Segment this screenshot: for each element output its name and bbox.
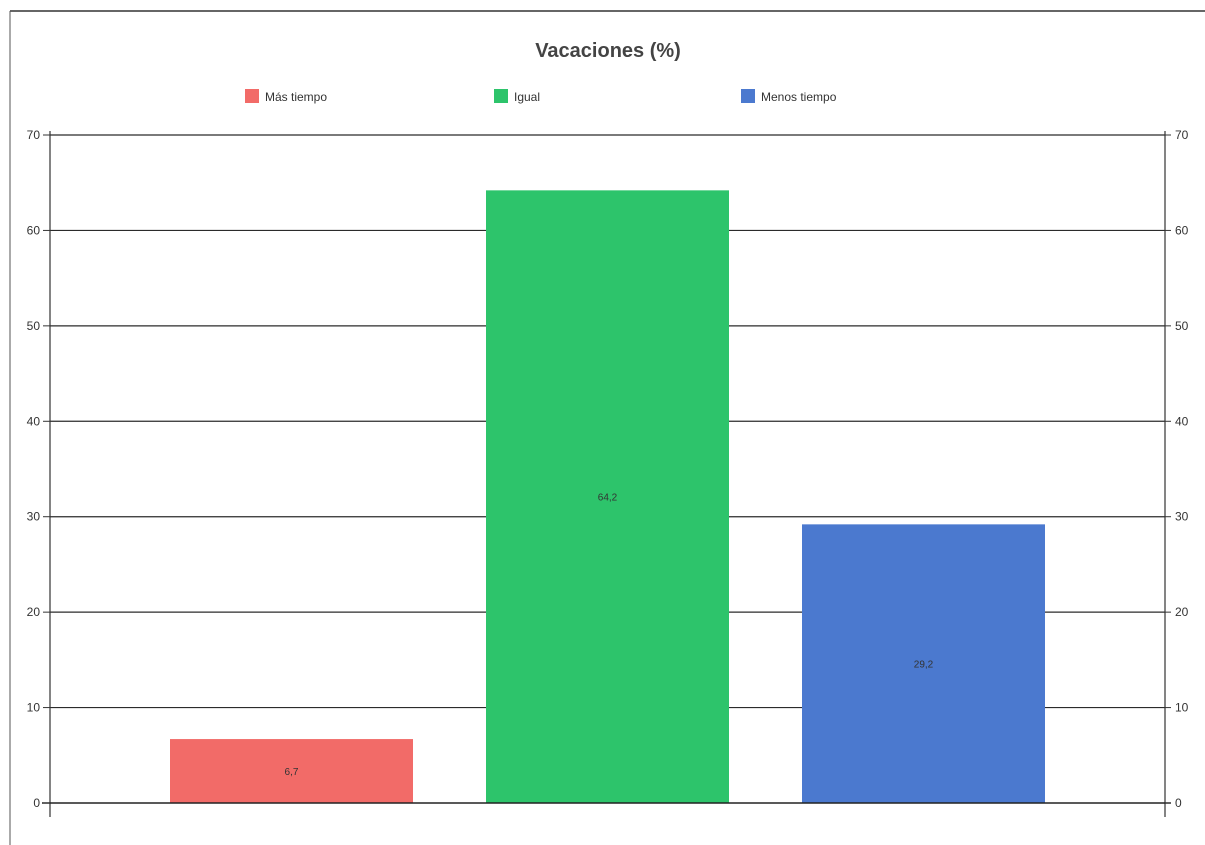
legend-swatch [494, 89, 508, 103]
y-tick-label-right: 30 [1175, 510, 1189, 524]
y-tick-label-left: 30 [27, 510, 41, 524]
y-tick-label-right: 40 [1175, 414, 1189, 428]
y-tick-label-right: 70 [1175, 128, 1189, 142]
y-tick-label-left: 50 [27, 319, 41, 333]
bars [170, 190, 1045, 803]
legend-swatch [245, 89, 259, 103]
bar-value-label: 6,7 [285, 767, 299, 778]
legend-label: Igual [514, 90, 540, 104]
y-tick-label-left: 0 [33, 796, 40, 810]
legend-label: Menos tiempo [761, 90, 837, 104]
bar [802, 524, 1045, 803]
y-tick-label-left: 70 [27, 128, 41, 142]
bar-value-label: 64,2 [598, 493, 618, 504]
y-tick-label-left: 20 [27, 605, 41, 619]
legend-swatch [741, 89, 755, 103]
y-axis-left: 0 10 20 30 40 50 60 70 [27, 128, 50, 810]
y-tick-label-right: 10 [1175, 701, 1189, 715]
bar [170, 739, 413, 803]
y-tick-label-right: 20 [1175, 605, 1189, 619]
y-tick-label-right: 0 [1175, 796, 1182, 810]
y-tick-label-left: 40 [27, 414, 41, 428]
bar [486, 190, 729, 803]
legend-label: Más tiempo [265, 90, 327, 104]
y-axis-right: 0 10 20 30 40 50 60 70 [1165, 128, 1189, 810]
bar-value-label: 29,2 [914, 660, 934, 671]
legend: Más tiempo Igual Menos tiempo [245, 89, 837, 104]
y-tick-label-right: 50 [1175, 319, 1189, 333]
y-tick-label-right: 60 [1175, 223, 1189, 237]
data-labels: 6,7 64,2 29,2 [285, 493, 934, 778]
chart-title: Vacaciones (%) [535, 40, 681, 62]
axes [42, 131, 1171, 817]
y-tick-label-left: 10 [27, 701, 41, 715]
y-tick-label-left: 60 [27, 223, 41, 237]
